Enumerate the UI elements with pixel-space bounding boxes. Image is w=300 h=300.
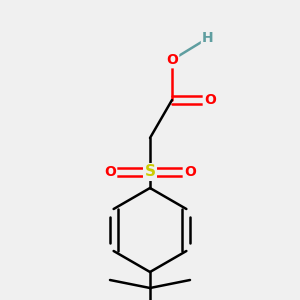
Text: H: H [202,31,214,45]
Text: S: S [145,164,155,179]
Text: O: O [204,93,216,107]
Text: O: O [184,165,196,179]
Text: O: O [166,53,178,67]
Text: O: O [104,165,116,179]
